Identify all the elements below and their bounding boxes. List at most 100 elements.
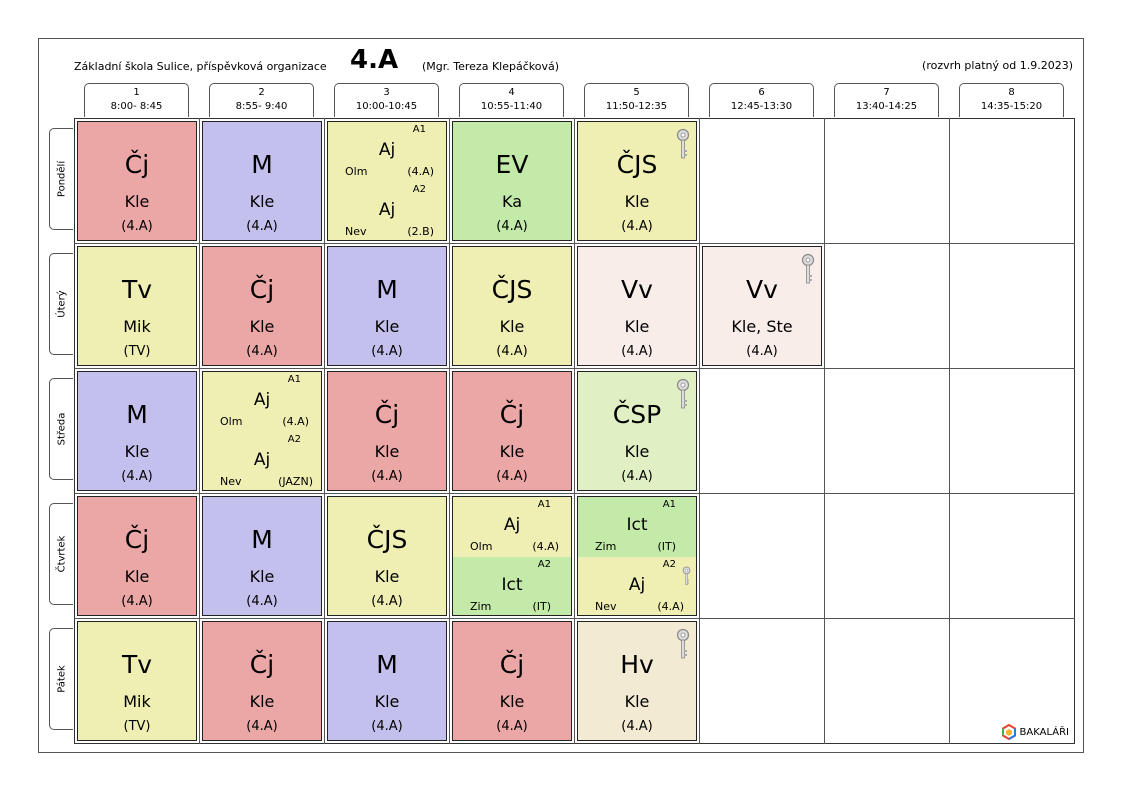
day-label-monday: Pondělí xyxy=(49,128,73,230)
lesson-room: (4.A) xyxy=(621,219,653,234)
lesson-subject: Aj xyxy=(253,390,271,410)
lesson-teacher: Kle xyxy=(374,692,400,711)
lesson-teacher: Olm xyxy=(220,415,243,428)
lesson-subject: Čj xyxy=(124,150,150,179)
group-label: A2 xyxy=(537,559,551,570)
lesson-teacher: Kle xyxy=(624,692,650,711)
lesson-subject: Aj xyxy=(253,450,271,470)
lesson-group-a2[interactable]: A2 Ict Zim (IT) xyxy=(453,557,571,615)
lesson-subject: Tv xyxy=(121,275,153,304)
lesson-teacher: Kle xyxy=(249,317,275,336)
lesson-mon-4[interactable]: EV Ka (4.A) xyxy=(452,121,572,241)
lesson-mon-1[interactable]: Čj Kle (4.A) xyxy=(77,121,197,241)
lesson-subject: M xyxy=(251,525,273,554)
grid-line xyxy=(74,493,1075,494)
bakalari-brand-text: BAKALÁŘI xyxy=(1019,726,1069,738)
lesson-subject: Čj xyxy=(499,400,525,429)
lesson-subject: M xyxy=(126,400,148,429)
lesson-thu-2[interactable]: M Kle (4.A) xyxy=(202,496,322,616)
lesson-subject: Čj xyxy=(249,650,275,679)
lesson-mon-2[interactable]: M Kle (4.A) xyxy=(202,121,322,241)
lesson-group-a2[interactable]: A2 Aj Nev (4.A) xyxy=(578,557,696,615)
lesson-fri-3[interactable]: M Kle (4.A) xyxy=(327,621,447,741)
lesson-wed-1[interactable]: M Kle (4.A) xyxy=(77,371,197,491)
lesson-room: (4.A) xyxy=(246,344,278,359)
lesson-teacher: Zim xyxy=(470,600,492,613)
lesson-group-a2[interactable]: A2 Aj Nev (JAZN) xyxy=(203,432,321,490)
lesson-teacher: Kle xyxy=(499,442,525,461)
lesson-subject: M xyxy=(376,275,398,304)
lesson-wed-4[interactable]: Čj Kle (4.A) xyxy=(452,371,572,491)
grid-line xyxy=(449,118,450,744)
lesson-wed-2[interactable]: A1 Aj Olm (4.A) A2 Aj Nev (JAZN) xyxy=(202,371,322,491)
lesson-group-a1[interactable]: A1 Ict Zim (IT) xyxy=(578,497,696,558)
lesson-tue-1[interactable]: Tv Mik (TV) xyxy=(77,246,197,366)
lesson-wed-5[interactable]: ČSP Kle (4.A) xyxy=(577,371,697,491)
lesson-room: (4.A) xyxy=(496,719,528,734)
period-header-2: 2 8:55- 9:40 xyxy=(209,83,314,117)
group-label: A2 xyxy=(662,559,676,570)
lesson-subject: ČJS xyxy=(366,525,408,554)
lesson-thu-3[interactable]: ČJS Kle (4.A) xyxy=(327,496,447,616)
lesson-tue-3[interactable]: M Kle (4.A) xyxy=(327,246,447,366)
key-icon xyxy=(801,253,815,284)
lesson-thu-1[interactable]: Čj Kle (4.A) xyxy=(77,496,197,616)
lesson-teacher: Kle xyxy=(499,692,525,711)
lesson-room: (4.A) xyxy=(121,469,153,484)
lesson-tue-5[interactable]: Vv Kle (4.A) xyxy=(577,246,697,366)
lesson-group-a1[interactable]: A1 Aj Olm (4.A) xyxy=(203,372,321,433)
lesson-fri-1[interactable]: Tv Mik (TV) xyxy=(77,621,197,741)
group-label: A2 xyxy=(412,184,426,195)
lesson-subject: Aj xyxy=(628,575,646,595)
lesson-teacher: Kle xyxy=(124,567,150,586)
grid-line xyxy=(74,368,1075,369)
key-icon xyxy=(676,128,690,159)
class-teacher: (Mgr. Tereza Klepáčková) xyxy=(422,60,560,73)
lesson-subject: Ict xyxy=(501,575,523,595)
lesson-teacher: Kle xyxy=(624,192,650,211)
day-label-tuesday: Úterý xyxy=(49,253,73,355)
lesson-tue-6[interactable]: Vv Kle, Ste (4.A) xyxy=(702,246,822,366)
grid-line xyxy=(824,118,825,744)
day-label-friday: Pátek xyxy=(49,628,73,730)
lesson-room: (IT) xyxy=(657,540,676,553)
lesson-teacher: Olm xyxy=(345,165,368,178)
valid-from: (rozvrh platný od 1.9.2023) xyxy=(922,59,1073,72)
group-label: A1 xyxy=(287,374,301,385)
lesson-subject: ČJS xyxy=(491,275,533,304)
lesson-fri-2[interactable]: Čj Kle (4.A) xyxy=(202,621,322,741)
lesson-subject: Ict xyxy=(626,515,648,535)
grid-line xyxy=(199,118,200,744)
lesson-mon-5[interactable]: ČJS Kle (4.A) xyxy=(577,121,697,241)
lesson-mon-3[interactable]: A1 Aj Olm (4.A) A2 Aj Nev (2.B) xyxy=(327,121,447,241)
lesson-teacher: Kle xyxy=(124,192,150,211)
lesson-subject: M xyxy=(251,150,273,179)
lesson-teacher: Kle xyxy=(249,692,275,711)
period-header-4: 4 10:55-11:40 xyxy=(459,83,564,117)
lesson-tue-2[interactable]: Čj Kle (4.A) xyxy=(202,246,322,366)
lesson-group-a2[interactable]: A2 Aj Nev (2.B) xyxy=(328,182,446,240)
lesson-teacher: Olm xyxy=(470,540,493,553)
lesson-tue-4[interactable]: ČJS Kle (4.A) xyxy=(452,246,572,366)
lesson-teacher: Zim xyxy=(595,540,617,553)
lesson-thu-5[interactable]: A1 Ict Zim (IT) A2 Aj Nev (4.A) xyxy=(577,496,697,616)
lesson-room: (4.A) xyxy=(496,344,528,359)
lesson-teacher: Kle xyxy=(374,567,400,586)
period-header-8: 8 14:35-15:20 xyxy=(959,83,1064,117)
lesson-fri-5[interactable]: Hv Kle (4.A) xyxy=(577,621,697,741)
lesson-teacher: Kle, Ste xyxy=(731,317,793,336)
lesson-group-a1[interactable]: A1 Aj Olm (4.A) xyxy=(328,122,446,183)
lesson-thu-4[interactable]: A1 Aj Olm (4.A) A2 Ict Zim (IT) xyxy=(452,496,572,616)
lesson-fri-4[interactable]: Čj Kle (4.A) xyxy=(452,621,572,741)
lesson-subject: Čj xyxy=(374,400,400,429)
key-icon xyxy=(682,566,691,585)
lesson-room: (4.A) xyxy=(621,344,653,359)
lesson-group-a1[interactable]: A1 Aj Olm (4.A) xyxy=(453,497,571,558)
lesson-subject: Čj xyxy=(124,525,150,554)
period-header-7: 7 13:40-14:25 xyxy=(834,83,939,117)
lesson-room: (4.A) xyxy=(746,344,778,359)
lesson-subject: Tv xyxy=(121,650,153,679)
lesson-teacher: Nev xyxy=(595,600,617,613)
period-header-6: 6 12:45-13:30 xyxy=(709,83,814,117)
lesson-wed-3[interactable]: Čj Kle (4.A) xyxy=(327,371,447,491)
